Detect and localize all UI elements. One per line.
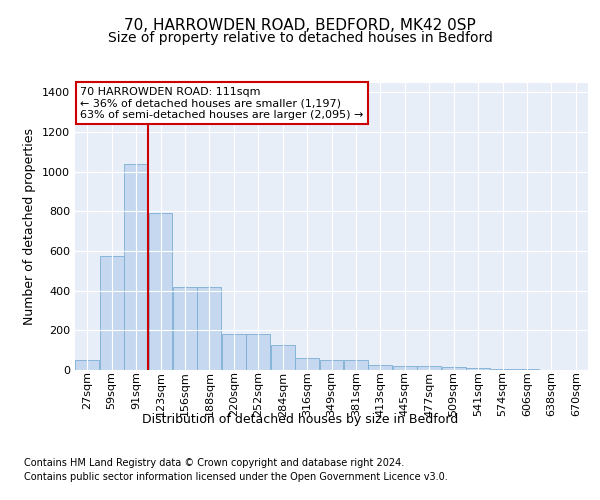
Bar [124, 164, 148, 370]
Bar [417, 366, 441, 370]
Text: Distribution of detached houses by size in Bedford: Distribution of detached houses by size … [142, 412, 458, 426]
Bar [515, 369, 539, 370]
Bar [271, 345, 295, 370]
Bar [320, 360, 343, 370]
Bar [344, 360, 368, 370]
Text: 70 HARROWDEN ROAD: 111sqm
← 36% of detached houses are smaller (1,197)
63% of se: 70 HARROWDEN ROAD: 111sqm ← 36% of detac… [80, 87, 364, 120]
Bar [368, 365, 392, 370]
Bar [222, 334, 246, 370]
Bar [442, 367, 466, 370]
Y-axis label: Number of detached properties: Number of detached properties [23, 128, 37, 325]
Bar [491, 369, 514, 370]
Bar [100, 256, 124, 370]
Bar [466, 368, 490, 370]
Text: Size of property relative to detached houses in Bedford: Size of property relative to detached ho… [107, 31, 493, 45]
Text: Contains HM Land Registry data © Crown copyright and database right 2024.: Contains HM Land Registry data © Crown c… [24, 458, 404, 468]
Bar [393, 366, 417, 370]
Bar [75, 360, 99, 370]
Bar [173, 286, 197, 370]
Bar [246, 334, 270, 370]
Text: 70, HARROWDEN ROAD, BEDFORD, MK42 0SP: 70, HARROWDEN ROAD, BEDFORD, MK42 0SP [124, 18, 476, 32]
Bar [197, 286, 221, 370]
Bar [149, 214, 172, 370]
Text: Contains public sector information licensed under the Open Government Licence v3: Contains public sector information licen… [24, 472, 448, 482]
Bar [295, 358, 319, 370]
